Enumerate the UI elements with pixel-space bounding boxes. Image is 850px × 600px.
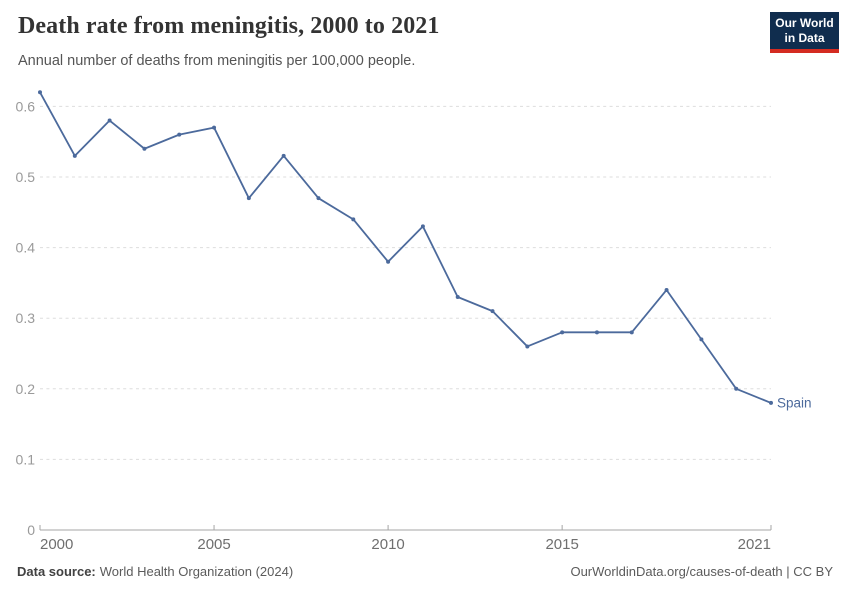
- data-point: [699, 337, 704, 342]
- data-point: [769, 400, 773, 405]
- owid-logo-text: Our World in Data: [770, 12, 839, 49]
- y-axis-tick-label: 0.5: [16, 169, 36, 185]
- x-axis-tick-label: 2000: [40, 536, 73, 553]
- data-point: [316, 196, 321, 201]
- x-axis-tick-label: 2005: [197, 536, 230, 553]
- data-point: [177, 132, 182, 137]
- owid-logo[interactable]: Our World in Data: [770, 12, 839, 53]
- credit-link[interactable]: OurWorldinData.org/causes-of-death | CC …: [570, 564, 833, 579]
- x-axis-tick-label: 2010: [371, 536, 404, 553]
- data-source-label: Data source:: [17, 564, 96, 579]
- x-axis-tick-label: 2021: [738, 536, 771, 553]
- data-source-text: World Health Organization (2024): [99, 564, 294, 579]
- data-source: Data source: World Health Organization (2…: [17, 564, 293, 579]
- data-point: [38, 90, 42, 95]
- data-point: [629, 330, 634, 335]
- data-point: [72, 153, 77, 158]
- x-axis-tick-label: 2015: [545, 536, 578, 553]
- data-point: [351, 217, 356, 222]
- y-axis-tick-label: 0.2: [16, 381, 36, 397]
- owid-logo-line1: Our World: [775, 16, 834, 30]
- chart-subtitle: Annual number of deaths from meningitis …: [18, 53, 416, 69]
- owid-logo-red-bar: [770, 49, 839, 53]
- data-point: [490, 309, 495, 314]
- y-axis-tick-label: 0.1: [16, 451, 36, 467]
- data-point: [525, 344, 530, 349]
- data-point: [212, 125, 217, 130]
- data-point: [560, 330, 565, 335]
- y-axis-tick-label: 0.6: [16, 98, 36, 114]
- data-point: [281, 153, 286, 158]
- data-point: [246, 196, 251, 201]
- data-point: [455, 295, 460, 300]
- series-end-label: Spain: [777, 395, 812, 410]
- data-point: [420, 224, 425, 229]
- data-point: [664, 287, 669, 292]
- y-axis-tick-label: 0.3: [16, 310, 36, 326]
- line-chart-plot: 0 0.1 0.2 0.3 0.4 0.5 0.6 2000 2005 2010 2015 2021 S…: [16, 90, 812, 553]
- chart-title: Death rate from meningitis, 2000 to 2021: [18, 13, 440, 39]
- y-axis-tick-label: 0.4: [16, 240, 36, 256]
- data-line-spain: [39, 91, 772, 404]
- data-point: [142, 146, 147, 151]
- chart-footer: Data source: World Health Organization (2…: [0, 564, 850, 579]
- data-point: [107, 118, 112, 123]
- y-axis-tick-label: 0: [27, 522, 35, 538]
- data-point: [734, 386, 739, 391]
- data-point: [594, 330, 599, 335]
- data-point: [386, 259, 391, 264]
- owid-logo-line2: in Data: [784, 31, 825, 45]
